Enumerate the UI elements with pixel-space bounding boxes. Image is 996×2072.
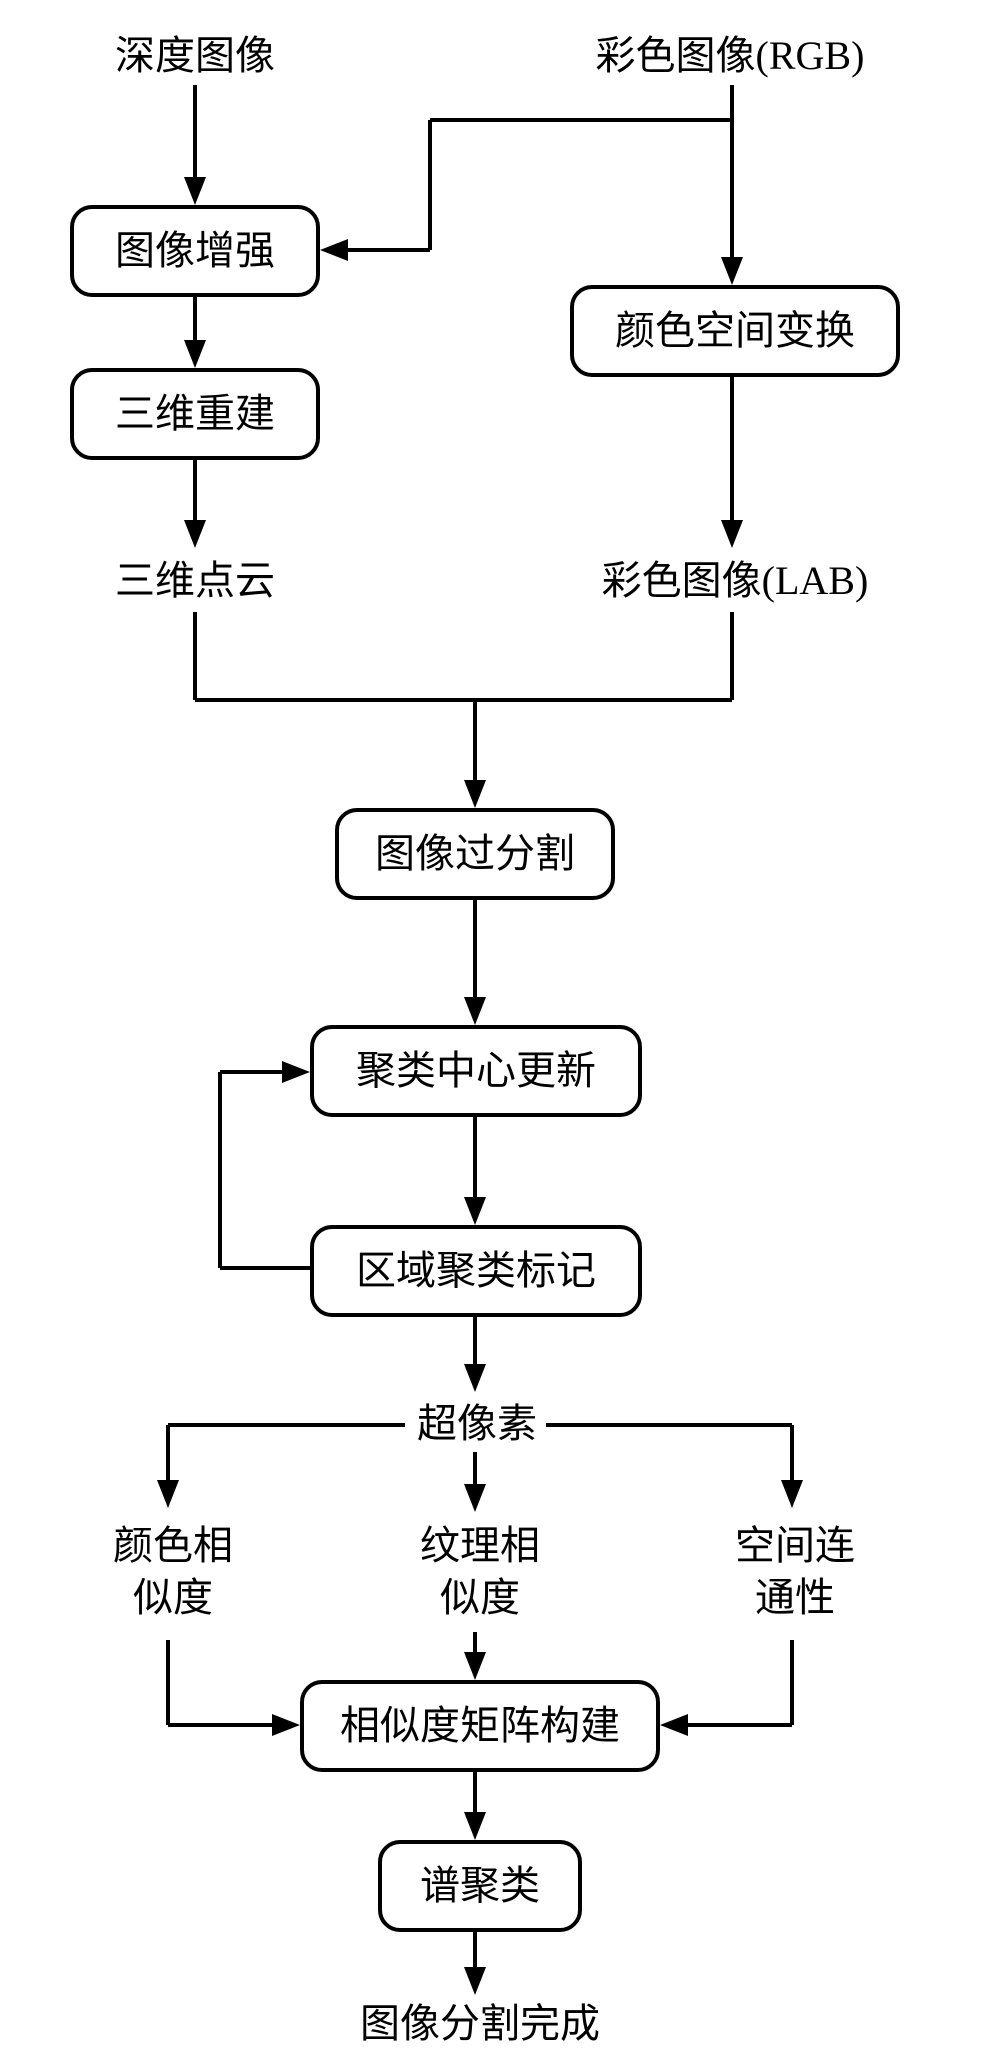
reconstruct_3d: 三维重建	[70, 368, 320, 460]
color_space_transform: 颜色空间变换	[570, 285, 900, 377]
color_image_lab: 彩色图像(LAB)	[575, 555, 895, 607]
region_cluster_label: 区域聚类标记	[310, 1225, 642, 1317]
depth_image: 深度图像	[95, 30, 295, 82]
spectral_clustering: 谱聚类	[378, 1840, 582, 1932]
texture_similarity: 纹理相 似度	[405, 1520, 555, 1624]
cluster_center_update: 聚类中心更新	[310, 1025, 642, 1117]
image_over_seg: 图像过分割	[335, 808, 615, 900]
seg_complete: 图像分割完成	[350, 1998, 610, 2050]
spatial_connectivity: 空间连 通性	[720, 1520, 870, 1624]
point_cloud_3d: 三维点云	[95, 555, 295, 607]
color_image_rgb: 彩色图像(RGB)	[570, 30, 890, 82]
similarity_matrix: 相似度矩阵构建	[300, 1680, 660, 1772]
image_enhance: 图像增强	[70, 205, 320, 297]
color_similarity: 颜色相 似度	[98, 1520, 248, 1624]
superpixel: 超像素	[412, 1398, 542, 1450]
